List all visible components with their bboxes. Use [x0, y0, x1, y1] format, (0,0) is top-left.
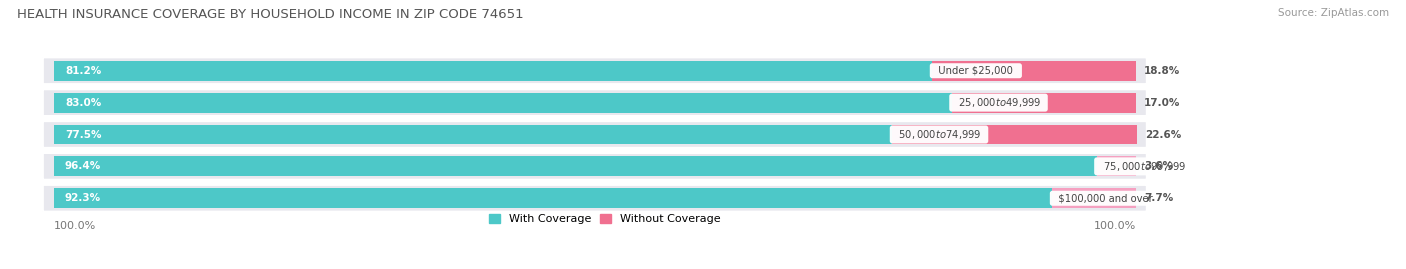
- Text: 17.0%: 17.0%: [1144, 98, 1181, 108]
- FancyBboxPatch shape: [42, 153, 1147, 180]
- Text: 18.8%: 18.8%: [1144, 66, 1181, 76]
- Bar: [1052, 188, 1136, 208]
- Text: 96.4%: 96.4%: [65, 161, 101, 171]
- Text: $50,000 to $74,999: $50,000 to $74,999: [893, 128, 986, 141]
- Bar: [53, 188, 1052, 208]
- Legend: With Coverage, Without Coverage: With Coverage, Without Coverage: [484, 210, 725, 229]
- Text: Source: ZipAtlas.com: Source: ZipAtlas.com: [1278, 8, 1389, 18]
- Text: 3.6%: 3.6%: [1144, 161, 1173, 171]
- Text: 100.0%: 100.0%: [53, 221, 97, 231]
- Text: $100,000 and over: $100,000 and over: [1052, 193, 1160, 203]
- Text: Under $25,000: Under $25,000: [932, 66, 1019, 76]
- Text: 77.5%: 77.5%: [65, 129, 101, 140]
- Text: 22.6%: 22.6%: [1146, 129, 1181, 140]
- Bar: [53, 125, 893, 144]
- Text: $75,000 to $99,999: $75,000 to $99,999: [1097, 160, 1191, 173]
- Bar: [53, 61, 932, 81]
- FancyBboxPatch shape: [42, 121, 1147, 148]
- Text: 100.0%: 100.0%: [1094, 221, 1136, 231]
- Text: 92.3%: 92.3%: [65, 193, 101, 203]
- Bar: [893, 125, 1136, 144]
- Text: 7.7%: 7.7%: [1144, 193, 1174, 203]
- Text: 81.2%: 81.2%: [65, 66, 101, 76]
- Bar: [53, 93, 952, 112]
- Text: 83.0%: 83.0%: [65, 98, 101, 108]
- FancyBboxPatch shape: [42, 185, 1147, 212]
- Bar: [53, 157, 1097, 176]
- Bar: [1097, 157, 1136, 176]
- Bar: [952, 93, 1136, 112]
- FancyBboxPatch shape: [42, 89, 1147, 116]
- Text: HEALTH INSURANCE COVERAGE BY HOUSEHOLD INCOME IN ZIP CODE 74651: HEALTH INSURANCE COVERAGE BY HOUSEHOLD I…: [17, 8, 523, 21]
- Text: $25,000 to $49,999: $25,000 to $49,999: [952, 96, 1045, 109]
- Bar: [932, 61, 1136, 81]
- FancyBboxPatch shape: [42, 57, 1147, 84]
